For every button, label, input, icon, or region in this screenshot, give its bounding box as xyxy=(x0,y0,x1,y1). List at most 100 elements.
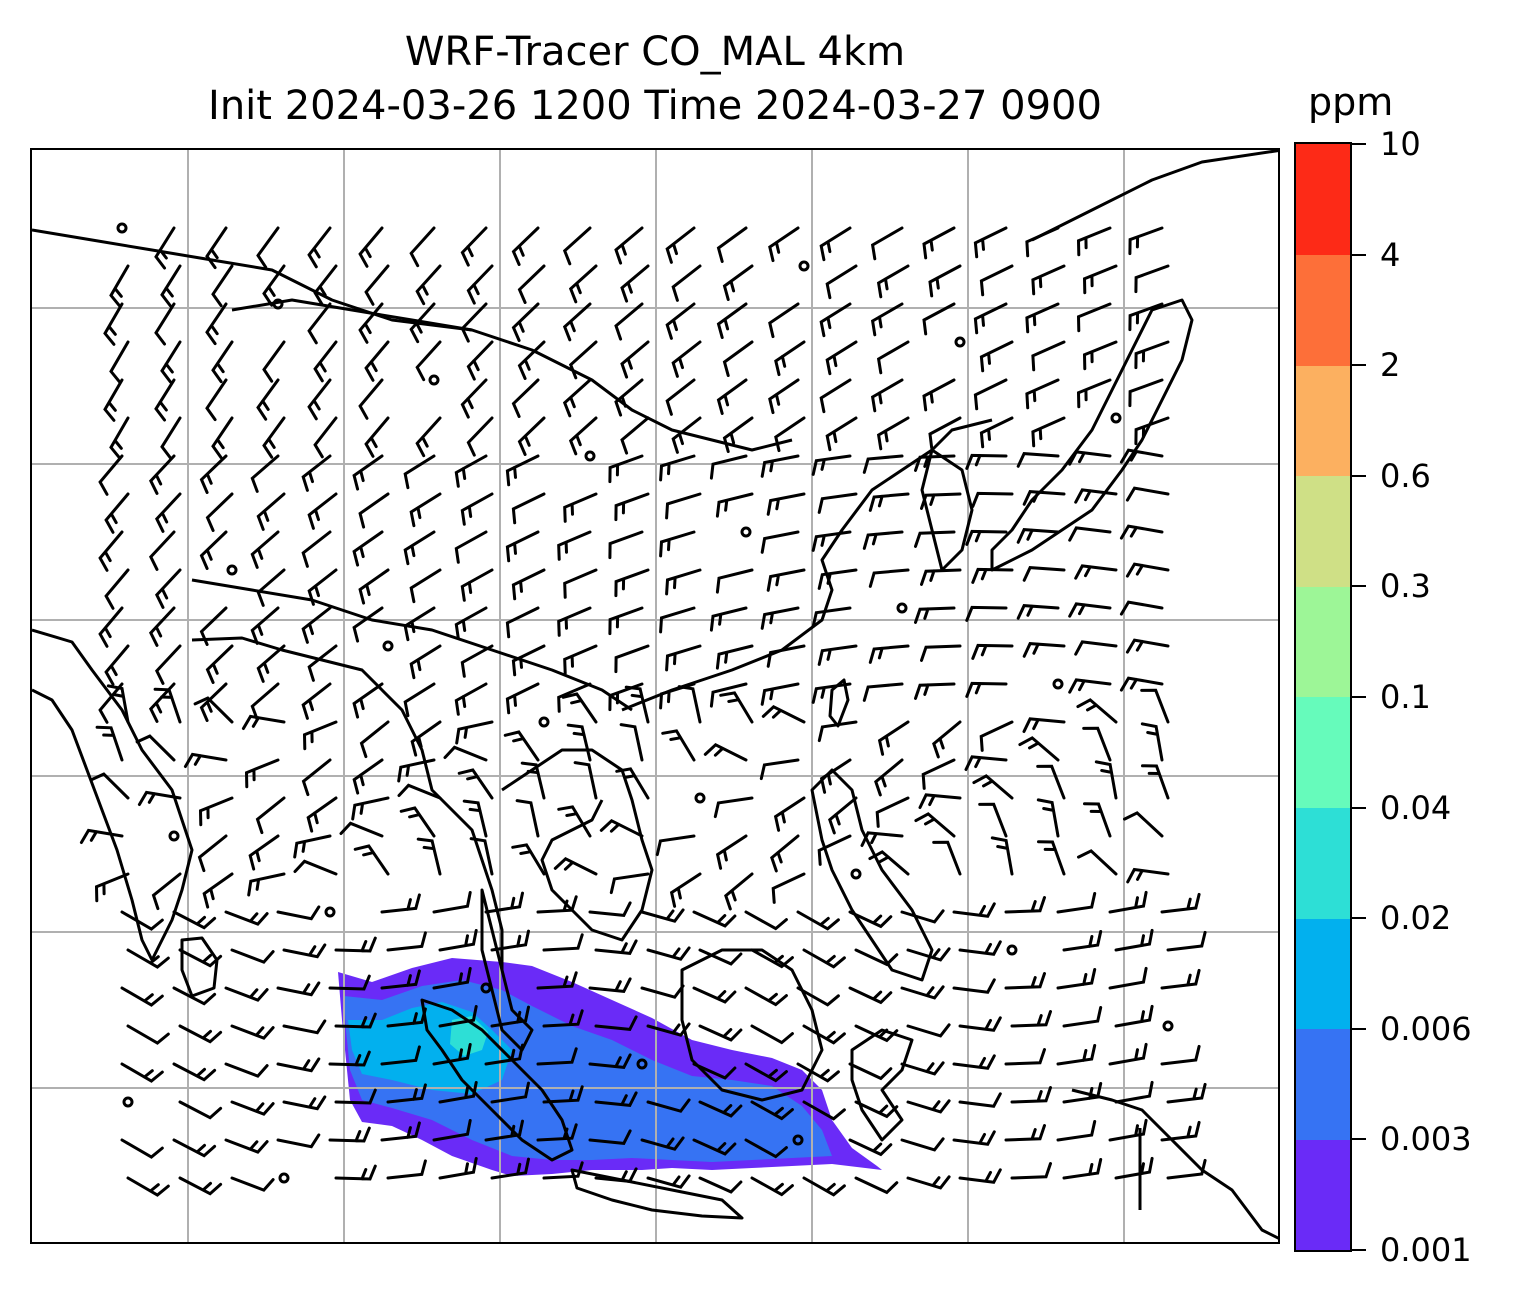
wind-barb xyxy=(620,264,650,303)
wind-barb xyxy=(410,720,442,757)
wind-barb xyxy=(562,302,592,342)
wind-barb xyxy=(460,302,488,343)
wind-barb xyxy=(1016,452,1060,468)
wind-barb xyxy=(536,971,578,990)
wind-barb xyxy=(1119,524,1164,540)
wind-barb xyxy=(517,416,546,456)
wind-barb xyxy=(301,606,332,644)
wind-barb xyxy=(1068,602,1112,618)
colorbar-segment xyxy=(1296,475,1350,587)
colorbar-tick-mark xyxy=(1352,585,1366,588)
wind-barb xyxy=(1076,698,1118,724)
wind-barb xyxy=(224,986,269,1002)
wind-barb xyxy=(256,378,280,421)
wind-barb xyxy=(386,1083,427,1104)
wind-barb xyxy=(768,378,800,415)
wind-barb xyxy=(247,872,286,897)
wind-barb xyxy=(722,416,754,453)
wind-barb xyxy=(313,264,338,307)
wind-barb xyxy=(1076,226,1112,257)
wind-barb xyxy=(1108,890,1148,914)
wind-barb xyxy=(1123,811,1164,838)
wind-barb xyxy=(1083,802,1112,838)
wind-barb xyxy=(432,1119,472,1142)
wind-barb xyxy=(1056,1120,1097,1142)
wind-barb xyxy=(972,774,1014,800)
wind-barb xyxy=(914,606,956,624)
wind-barb xyxy=(1076,378,1112,409)
wind-barb xyxy=(352,454,384,491)
wind-barb xyxy=(151,872,182,911)
map-panel xyxy=(30,148,1280,1244)
wind-barb xyxy=(615,767,650,800)
colorbar-tick-label: 0.1 xyxy=(1380,678,1431,716)
wind-barb xyxy=(1166,1082,1207,1104)
wind-barb xyxy=(358,492,390,529)
wind-barb xyxy=(256,226,280,269)
wind-barb xyxy=(870,378,904,413)
wind-barb xyxy=(178,1176,223,1196)
wind-barb xyxy=(148,606,176,647)
wind-barb xyxy=(817,568,858,590)
wind-barb xyxy=(276,905,321,921)
land-border-russia-china xyxy=(32,228,473,332)
wind-barb xyxy=(661,729,696,762)
map-canvas xyxy=(32,150,1278,1242)
wind-barb xyxy=(438,929,478,952)
wind-barb xyxy=(126,1176,170,1197)
wind-barb xyxy=(609,872,650,895)
wind-barb xyxy=(1119,676,1164,692)
wind-barb xyxy=(796,986,840,1007)
wind-barb xyxy=(409,644,442,680)
wind-barb xyxy=(1025,378,1060,410)
wind-barb xyxy=(178,1024,223,1044)
colorbar-tick-label: 2 xyxy=(1380,346,1401,385)
wind-barb xyxy=(771,872,806,904)
coast-india xyxy=(32,628,194,962)
calm-wind-marker xyxy=(792,1134,804,1146)
wind-barb xyxy=(1076,302,1112,333)
wind-barb xyxy=(148,530,176,571)
wind-barb xyxy=(759,758,800,781)
calm-wind-marker xyxy=(480,982,492,994)
wind-barb xyxy=(722,264,754,301)
wind-barb xyxy=(1114,928,1154,952)
wind-barb xyxy=(1140,722,1164,762)
wind-barb xyxy=(205,492,234,532)
wind-barb xyxy=(958,1092,1002,1108)
colorbar-tick-mark xyxy=(1352,696,1366,698)
wind-barb xyxy=(282,943,327,959)
wind-barb xyxy=(811,454,852,476)
wind-barb xyxy=(802,1176,846,1197)
wind-barb xyxy=(154,302,176,346)
wind-barb xyxy=(282,1019,327,1035)
wind-barb xyxy=(1128,226,1164,256)
wind-barb xyxy=(715,834,748,870)
wind-barb xyxy=(1108,1118,1148,1142)
wind-barb xyxy=(313,416,338,459)
wind-barb xyxy=(466,340,494,381)
wind-barb xyxy=(698,1024,743,1042)
wind-barb xyxy=(460,378,488,419)
wind-barb xyxy=(671,340,702,378)
wind-barb xyxy=(307,226,332,269)
wind-barb xyxy=(352,758,384,795)
wind-barb xyxy=(874,758,904,797)
wind-barb xyxy=(750,1100,794,1121)
wind-barb xyxy=(183,752,228,768)
wind-barb xyxy=(620,340,650,379)
wind-barb xyxy=(594,1015,638,1031)
wind-barb xyxy=(1022,717,1066,733)
wind-barb xyxy=(148,454,176,495)
wind-barb xyxy=(971,567,1014,584)
wind-barb xyxy=(1062,1158,1103,1180)
wind-barb xyxy=(594,1091,638,1107)
wind-barb xyxy=(906,1099,951,1114)
wind-barb xyxy=(380,1121,421,1142)
wind-barb xyxy=(868,644,910,664)
wind-barb xyxy=(1056,968,1097,990)
wind-barb xyxy=(952,1130,996,1146)
wind-barb xyxy=(665,492,702,520)
wind-barb xyxy=(403,682,436,718)
wind-barb xyxy=(103,378,124,422)
